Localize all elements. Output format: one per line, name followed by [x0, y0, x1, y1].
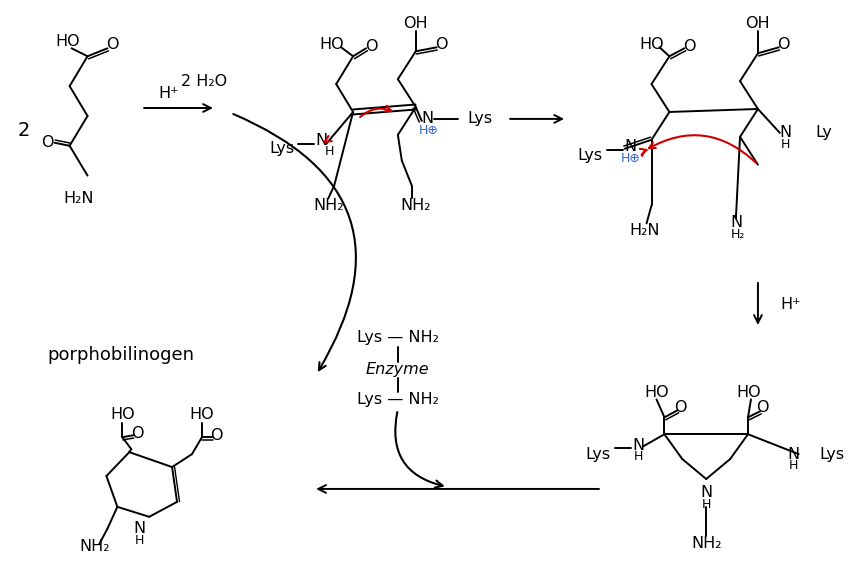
Text: Lys — NH₂: Lys — NH₂	[357, 392, 438, 407]
Text: NH₂: NH₂	[313, 198, 343, 213]
Text: H⊕: H⊕	[419, 124, 438, 138]
Text: O: O	[106, 37, 119, 52]
Text: HO: HO	[644, 385, 669, 400]
Text: Lys: Lys	[586, 447, 611, 462]
Text: HO: HO	[55, 34, 80, 49]
Text: O: O	[435, 37, 448, 52]
Text: H₂: H₂	[731, 228, 745, 241]
Text: N: N	[700, 486, 712, 500]
Text: N: N	[315, 134, 327, 148]
Text: N: N	[133, 521, 145, 536]
Text: O: O	[365, 39, 377, 54]
Text: HO: HO	[110, 407, 135, 422]
Text: O: O	[131, 426, 143, 441]
Text: N: N	[421, 111, 434, 127]
Text: Lys: Lys	[820, 447, 845, 462]
Text: Lys: Lys	[467, 111, 493, 127]
Text: NH₂: NH₂	[79, 539, 109, 554]
Text: H⊕: H⊕	[621, 152, 640, 165]
Text: 2: 2	[18, 121, 31, 141]
Text: O: O	[683, 39, 695, 54]
Text: Enzyme: Enzyme	[366, 362, 430, 377]
Text: Lys: Lys	[577, 148, 603, 163]
Text: HO: HO	[737, 385, 762, 400]
Text: N: N	[779, 125, 792, 141]
Text: N: N	[633, 438, 644, 452]
Text: OH: OH	[404, 16, 428, 31]
Text: Lys — NH₂: Lys — NH₂	[357, 330, 438, 345]
Text: OH: OH	[745, 16, 770, 31]
Text: NH₂: NH₂	[691, 536, 722, 551]
Text: O: O	[42, 135, 54, 150]
Text: N: N	[625, 139, 637, 154]
Text: H: H	[701, 498, 711, 511]
Text: Lys: Lys	[270, 141, 294, 156]
Text: HO: HO	[319, 37, 343, 52]
Text: O: O	[210, 428, 223, 442]
Text: H: H	[325, 145, 334, 158]
Text: H: H	[789, 459, 799, 472]
Text: HO: HO	[190, 407, 215, 422]
Text: N: N	[730, 215, 742, 230]
Text: N: N	[788, 447, 800, 462]
Text: porphobilinogen: porphobilinogen	[47, 346, 195, 364]
Text: NH₂: NH₂	[400, 198, 431, 213]
Text: O: O	[756, 400, 768, 415]
Text: Ly: Ly	[816, 125, 833, 141]
Text: H₂N: H₂N	[629, 223, 660, 238]
Text: H: H	[634, 449, 644, 463]
Text: HO: HO	[639, 37, 664, 52]
Text: H: H	[781, 138, 790, 151]
Text: H⁺: H⁺	[781, 297, 801, 312]
Text: H₂N: H₂N	[64, 191, 94, 206]
Text: H: H	[135, 534, 144, 547]
Text: O: O	[778, 37, 790, 52]
Text: 2 H₂O: 2 H₂O	[181, 73, 227, 89]
Text: H⁺: H⁺	[159, 86, 180, 100]
Text: O: O	[674, 400, 687, 415]
